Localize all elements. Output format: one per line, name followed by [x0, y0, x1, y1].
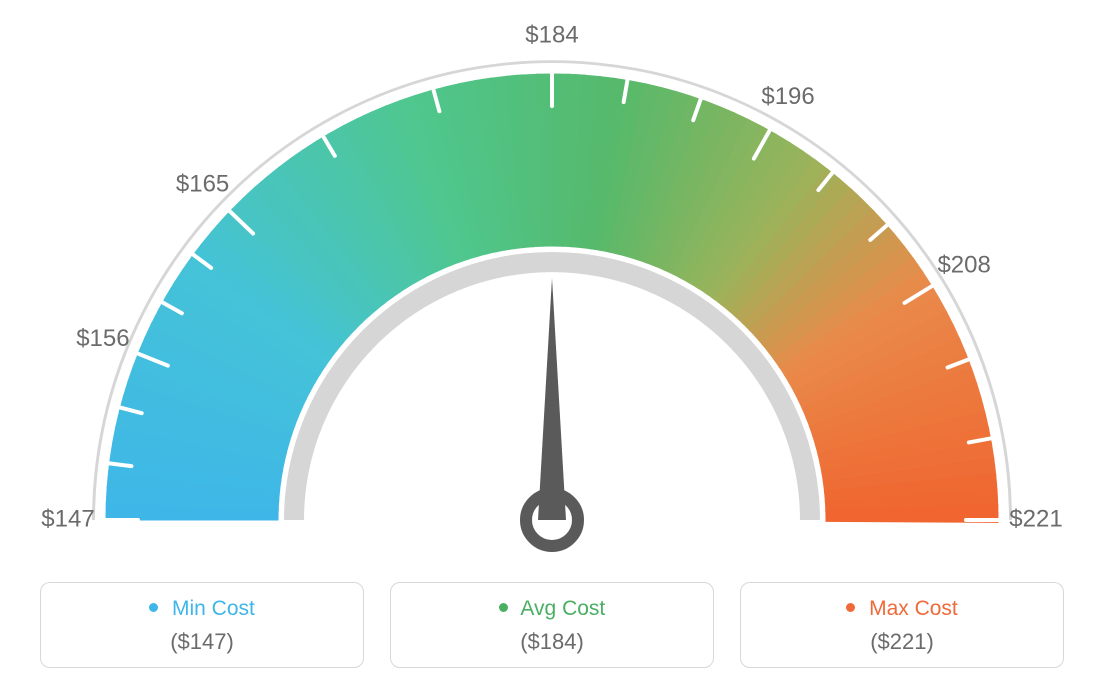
- avg-cost-dot: [499, 603, 508, 612]
- avg-cost-title-text: Avg Cost: [520, 597, 605, 620]
- avg-cost-title: Avg Cost: [401, 597, 703, 621]
- max-cost-card: Max Cost ($221): [740, 582, 1064, 668]
- min-cost-title-text: Min Cost: [172, 597, 255, 620]
- max-cost-dot: [846, 603, 855, 612]
- max-cost-title: Max Cost: [751, 597, 1053, 621]
- min-cost-card: Min Cost ($147): [40, 582, 364, 668]
- svg-text:$147: $147: [41, 505, 94, 532]
- gauge-svg: $147 $156 $165 $184 $196 $208 $221: [0, 0, 1104, 570]
- svg-text:$184: $184: [525, 21, 578, 48]
- min-cost-title: Min Cost: [51, 597, 353, 621]
- avg-cost-value: ($184): [401, 629, 703, 655]
- svg-text:$221: $221: [1009, 505, 1062, 532]
- min-cost-dot: [149, 603, 158, 612]
- svg-text:$165: $165: [176, 170, 229, 197]
- svg-text:$156: $156: [76, 325, 129, 352]
- gauge-chart-container: $147 $156 $165 $184 $196 $208 $221 Min Cost ($…: [0, 0, 1104, 690]
- min-cost-value: ($147): [51, 629, 353, 655]
- max-cost-value: ($221): [751, 629, 1053, 655]
- avg-cost-card: Avg Cost ($184): [390, 582, 714, 668]
- svg-text:$196: $196: [761, 83, 814, 110]
- cost-cards-row: Min Cost ($147) Avg Cost ($184) Max Cost…: [40, 582, 1064, 668]
- svg-text:$208: $208: [937, 252, 990, 279]
- max-cost-title-text: Max Cost: [869, 597, 958, 620]
